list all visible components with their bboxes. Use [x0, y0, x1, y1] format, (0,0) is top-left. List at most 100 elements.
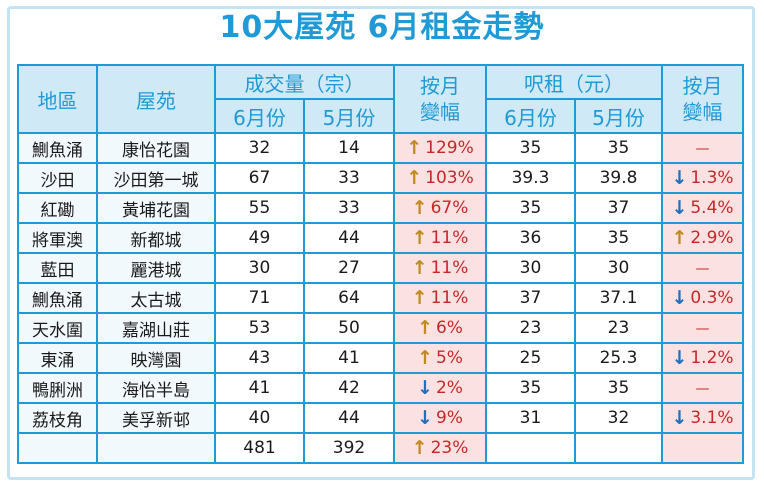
rent-trend-table: 地區 屋苑 成交量（宗） 按月變幅 呎租（元） 按月變幅 6月份 5月份 6月份… — [17, 64, 744, 464]
rent-change-cell: — — [661, 132, 744, 164]
estate-cell: 映灣園 — [96, 342, 216, 374]
volume-change-cell: ↑ 11% — [393, 252, 487, 284]
header-district: 地區 — [17, 64, 98, 134]
header-rent: 呎租（元） — [485, 64, 663, 100]
volume-may-cell: 64 — [303, 282, 395, 314]
volume-change-cell: ↑ 103% — [393, 162, 487, 194]
arrow-up-icon: ↑ — [411, 227, 428, 249]
rent-change-cell: ↓ 0.3% — [661, 282, 744, 314]
rent-may-cell: 37.1 — [574, 282, 663, 314]
table-row: 東涌 映灣園 43 41 ↑ 5% 25 25.3 ↓ 1.2% — [17, 342, 744, 374]
district-cell: 藍田 — [17, 252, 98, 284]
volume-change-cell: ↑ 67% — [393, 192, 487, 224]
estate-cell: 嘉湖山莊 — [96, 312, 216, 344]
volume-june-cell: 71 — [214, 282, 305, 314]
volume-change-cell: ↑ 129% — [393, 132, 487, 164]
table-row: 鰂魚涌 太古城 71 64 ↑ 11% 37 37.1 ↓ 0.3% — [17, 282, 744, 314]
volume-change-cell: ↑ 6% — [393, 312, 487, 344]
rent-change-cell: ↓ 3.1% — [661, 402, 744, 434]
rent-june-cell: 35 — [485, 372, 576, 404]
arrow-down-icon: ↓ — [671, 167, 688, 189]
table-row: 紅磡 黃埔花園 55 33 ↑ 67% 35 37 ↓ 5.4% — [17, 192, 744, 224]
rent-may-cell: 39.8 — [574, 162, 663, 194]
rent-may-cell: 35 — [574, 132, 663, 164]
header-rent-june: 6月份 — [485, 98, 576, 134]
volume-june-cell: 55 — [214, 192, 305, 224]
table-row: 荔枝角 美孚新邨 40 44 ↓ 9% 31 32 ↓ 3.1% — [17, 402, 744, 434]
rent-change-cell: ↓ 5.4% — [661, 192, 744, 224]
table-row: 藍田 麗港城 30 27 ↑ 11% 30 30— — [17, 252, 744, 284]
table-row: 沙田 沙田第一城 67 33 ↑ 103% 39.3 39.8 ↓ 1.3% — [17, 162, 744, 194]
arrow-down-icon: ↓ — [417, 377, 433, 399]
rent-change-cell: — — [661, 312, 744, 344]
arrow-up-icon: ↑ — [411, 197, 428, 219]
change-value: — — [695, 261, 710, 277]
table-row: 天水圍 嘉湖山莊 53 50 ↑ 6% 23 23— — [17, 312, 744, 344]
header-volume-change: 按月變幅 — [393, 64, 487, 134]
change-value: 6% — [435, 318, 463, 338]
total-row: 481 392 ↑ 23% — [17, 432, 744, 464]
estate-cell: 麗港城 — [96, 252, 216, 284]
rent-june-cell: 37 — [485, 282, 576, 314]
header-estate: 屋苑 — [96, 64, 216, 134]
header-rent-change-label: 按月變幅 — [682, 74, 723, 124]
arrow-up-icon: ↑ — [411, 437, 428, 459]
arrow-up-icon: ↑ — [417, 317, 433, 339]
rent-may-cell: 35 — [574, 372, 663, 404]
volume-may-cell: 42 — [303, 372, 395, 404]
volume-june-cell: 40 — [214, 402, 305, 434]
district-cell: 沙田 — [17, 162, 98, 194]
page-frame — [7, 6, 755, 480]
district-cell: 紅磡 — [17, 192, 98, 224]
arrow-down-icon: ↓ — [671, 197, 688, 219]
change-value: — — [695, 141, 710, 157]
rent-may-cell: 23 — [574, 312, 663, 344]
estate-cell: 海怡半島 — [96, 372, 216, 404]
page-title: 10大屋苑 6月租金走勢 — [219, 10, 545, 45]
volume-change-cell: ↓ 9% — [393, 402, 487, 434]
change-value: 11% — [430, 288, 469, 308]
volume-may-cell: 50 — [303, 312, 395, 344]
total-volume-june-cell: 481 — [214, 432, 305, 464]
total-volume-may-cell: 392 — [303, 432, 395, 464]
rent-june-cell: 30 — [485, 252, 576, 284]
change-value: — — [695, 381, 710, 397]
header-volume-may: 5月份 — [303, 98, 395, 134]
arrow-up-icon: ↑ — [411, 257, 428, 279]
estate-cell: 美孚新邨 — [96, 402, 216, 434]
rent-change-cell: ↑ 2.9% — [661, 222, 744, 254]
table-row: 鰂魚涌 康怡花園 32 14 ↑ 129% 35 35— — [17, 132, 744, 164]
header-rent-change: 按月變幅 — [661, 64, 744, 134]
change-value: 23% — [430, 438, 469, 458]
arrow-up-icon: ↑ — [417, 347, 433, 369]
total-blank-cell — [661, 432, 744, 464]
change-value: — — [695, 321, 710, 337]
change-value: 11% — [430, 258, 469, 278]
volume-may-cell: 44 — [303, 222, 395, 254]
district-cell: 荔枝角 — [17, 402, 98, 434]
district-cell: 鴨脷洲 — [17, 372, 98, 404]
arrow-up-icon: ↑ — [406, 137, 423, 159]
header-volume: 成交量（宗） — [214, 64, 395, 100]
volume-june-cell: 43 — [214, 342, 305, 374]
rent-june-cell: 35 — [485, 132, 576, 164]
rent-june-cell: 35 — [485, 192, 576, 224]
volume-june-cell: 67 — [214, 162, 305, 194]
volume-june-cell: 30 — [214, 252, 305, 284]
estate-cell: 太古城 — [96, 282, 216, 314]
rent-may-cell: 25.3 — [574, 342, 663, 374]
rent-june-cell: 36 — [485, 222, 576, 254]
change-value: 9% — [435, 408, 463, 428]
table-row: 將軍澳 新都城 49 44 ↑ 11% 36 35 ↑ 2.9% — [17, 222, 744, 254]
rent-june-cell: 39.3 — [485, 162, 576, 194]
rent-may-cell: 32 — [574, 402, 663, 434]
district-cell: 鰂魚涌 — [17, 132, 98, 164]
change-value: 1.2% — [690, 348, 734, 368]
arrow-up-icon: ↑ — [406, 167, 423, 189]
total-blank-cell — [485, 432, 576, 464]
arrow-up-icon: ↑ — [671, 227, 688, 249]
total-blank-cell — [96, 432, 216, 464]
volume-change-cell: ↑ 5% — [393, 342, 487, 374]
rent-change-cell: ↓ 1.3% — [661, 162, 744, 194]
district-cell: 鰂魚涌 — [17, 282, 98, 314]
